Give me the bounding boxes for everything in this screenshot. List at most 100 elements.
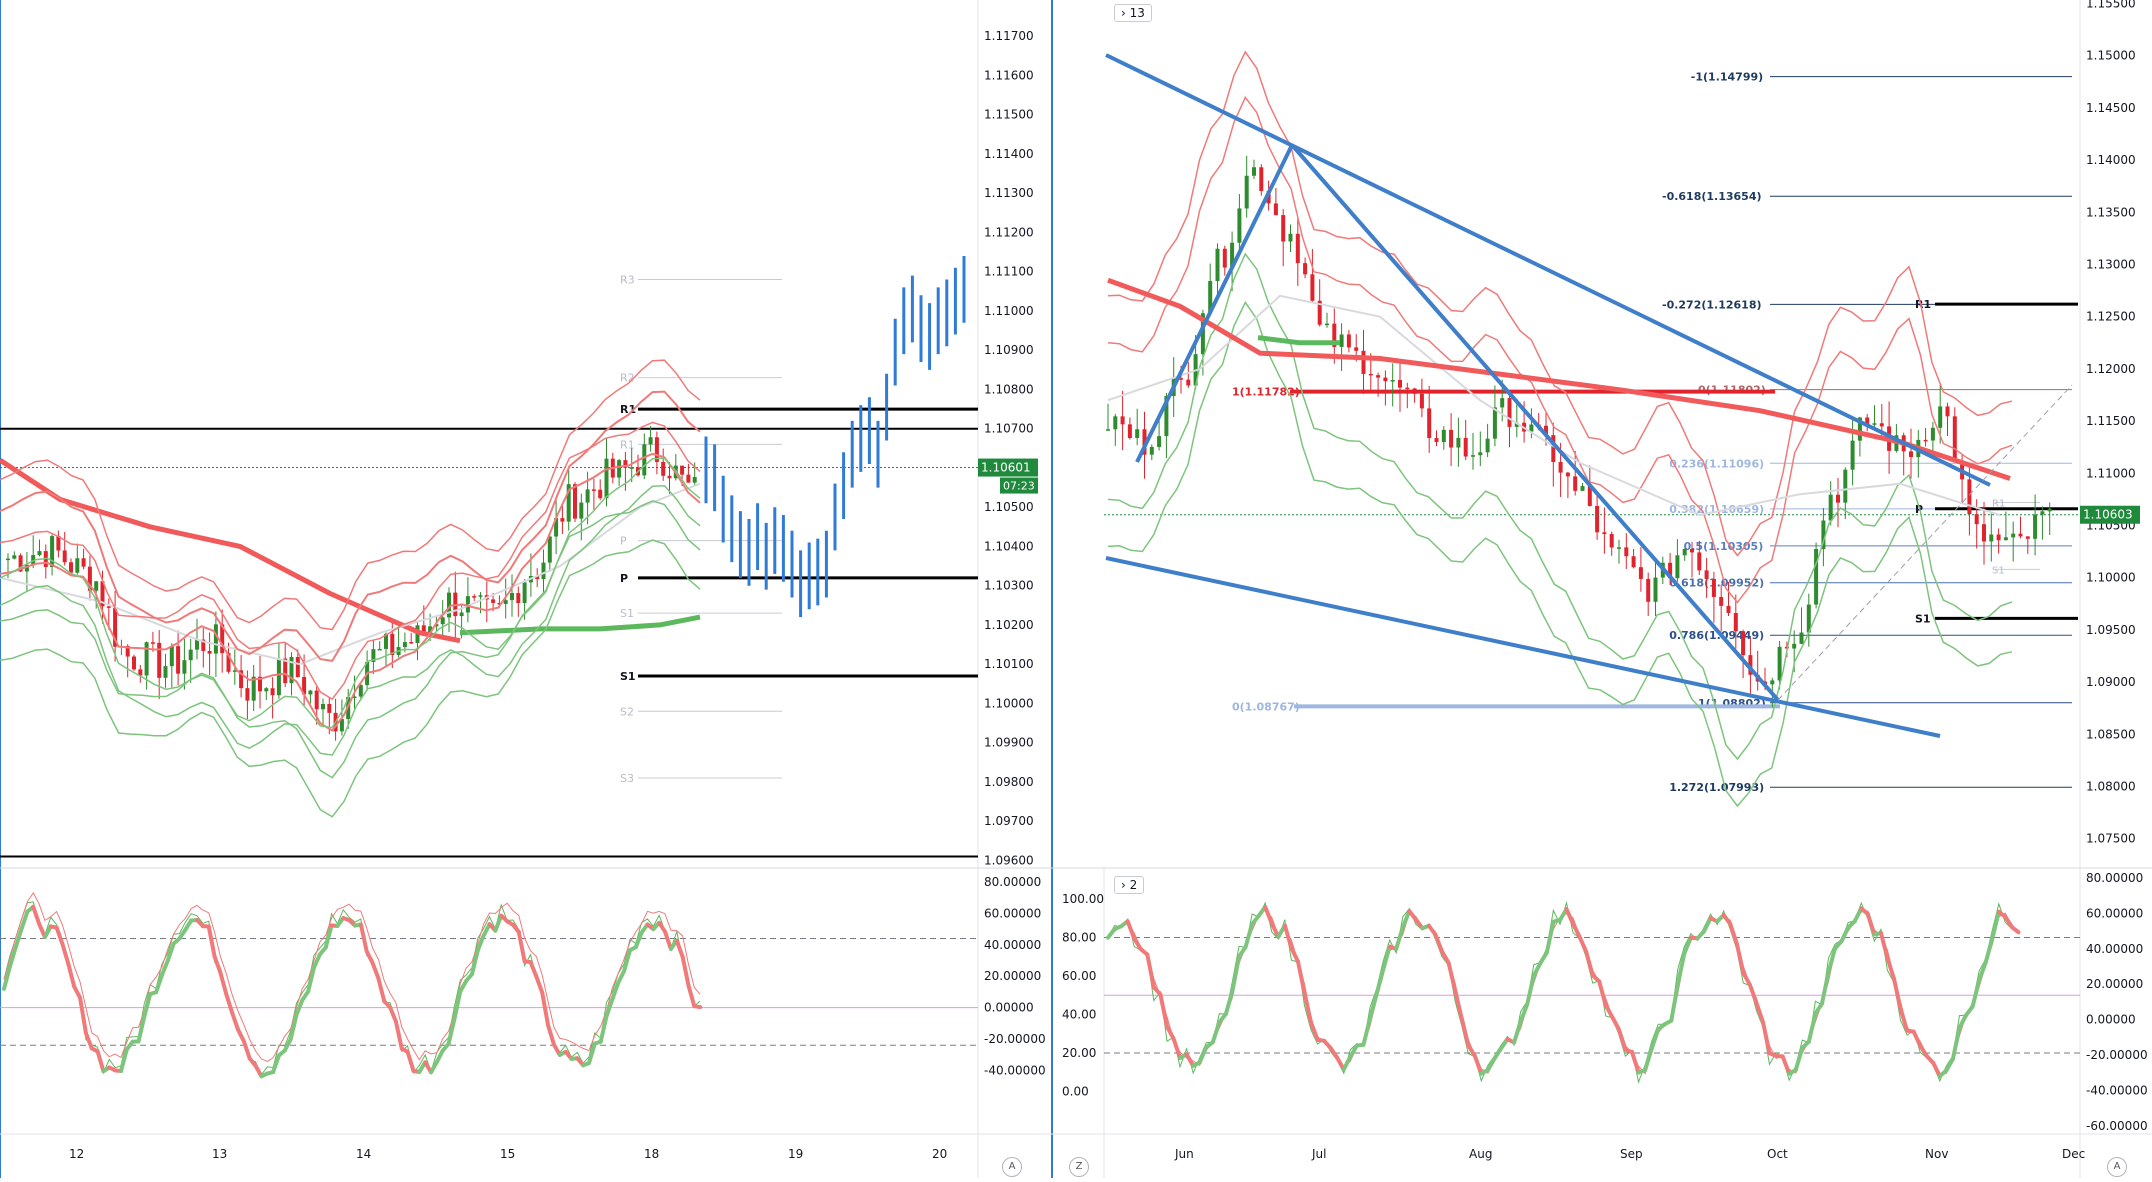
right-fib-label: -0.272(1.12618) <box>1662 298 1762 311</box>
left-candle-body <box>661 462 665 476</box>
osc-chart-collapse-button[interactable]: › 2 <box>1114 876 1144 894</box>
right-candle-body <box>1946 406 1950 416</box>
right-osc-k-line <box>1108 903 2018 1082</box>
left-candle-body <box>598 490 602 498</box>
left-osc-smooth-segment <box>454 991 460 1019</box>
left-pivot-label: R3 <box>620 274 635 287</box>
right-osc-smooth-segment <box>1783 1056 1790 1073</box>
left-price-tick: 1.11500 <box>984 108 1034 122</box>
right-candle-body <box>1340 334 1344 346</box>
left-candle-body <box>642 444 646 475</box>
right-candle-body <box>1953 416 1957 460</box>
right-fib-label: 0.618(1.09952) <box>1669 577 1764 590</box>
left-osc-smooth-segment <box>215 957 221 973</box>
right-candle-body <box>1800 633 1804 644</box>
left-osc-smooth-segment <box>22 912 28 929</box>
right-osc-smooth-segment <box>1174 1038 1181 1058</box>
right-date-tick: Dec <box>2062 1147 2085 1161</box>
right-price-tick: 1.11000 <box>2086 466 2136 480</box>
left-osc-smooth-segment <box>156 975 162 992</box>
right-osc-smooth-segment <box>1363 1019 1370 1045</box>
left-price-tick: 1.11400 <box>984 147 1034 161</box>
right-candle-body <box>1456 438 1460 448</box>
left-axis-auto-button[interactable]: A <box>1002 1157 1022 1177</box>
right-osc-smooth-segment <box>1986 939 1993 963</box>
right-osc-smooth-segment <box>1298 962 1305 993</box>
left-candle-body <box>170 646 174 666</box>
right-candle-body <box>1237 208 1241 242</box>
right-candle-body <box>2019 534 2023 537</box>
right-candle-body <box>1325 324 1329 326</box>
right-candle-body <box>1719 597 1723 606</box>
main-chart-collapse-button[interactable]: › 13 <box>1114 4 1152 22</box>
left-price-tick: 1.09900 <box>984 736 1034 750</box>
right-osc-smooth-segment <box>1160 994 1167 1026</box>
right-candle-body <box>1413 388 1417 393</box>
right-candle-body <box>1581 486 1585 491</box>
right-pivot-label: R1 <box>1915 298 1931 311</box>
right-candle-body <box>1617 547 1621 549</box>
right-price-tick: 1.07500 <box>2086 832 2136 846</box>
left-pivot-label: S1 <box>620 607 634 620</box>
right-osc-left-tick: 0.00 <box>1062 1085 1089 1099</box>
left-candle-body <box>359 685 363 696</box>
left-candle-body <box>321 704 325 709</box>
left-candle-body <box>460 613 464 617</box>
right-osc-smooth-segment <box>1599 981 1606 1005</box>
right-osc-smooth-segment <box>1973 980 1980 1006</box>
left-osc-tick: 20.00000 <box>984 969 1041 983</box>
right-date-tick: Oct <box>1767 1147 1788 1161</box>
right-osc-smooth-segment <box>2012 927 2019 932</box>
left-price-badge: 1.10601 <box>981 461 1031 475</box>
right-axis-auto-button[interactable]: A <box>2107 1157 2127 1177</box>
right-candle-body <box>1186 380 1190 386</box>
right-fib-label: 0.5(1.10305) <box>1684 540 1764 553</box>
right-osc-smooth-segment <box>1612 1017 1619 1029</box>
left-osc-smooth-segment <box>226 994 232 1012</box>
right-axis-zoom-button[interactable]: Z <box>1069 1157 1089 1177</box>
left-osc-tick: 0.00000 <box>984 1001 1034 1015</box>
left-candle-body <box>617 460 621 477</box>
left-candle-body <box>668 476 672 479</box>
right-osc-smooth-segment <box>1265 907 1272 923</box>
right-osc-smooth-segment <box>1285 925 1292 948</box>
right-osc-smooth-segment <box>1213 1022 1220 1042</box>
left-osc-smooth-segment <box>68 964 74 987</box>
right-candle-body <box>1938 406 1942 427</box>
left-candle-body <box>12 555 16 558</box>
left-osc-d-line <box>4 893 700 1062</box>
right-candle-body <box>1595 506 1599 532</box>
left-price-tick: 1.11600 <box>984 68 1034 82</box>
left-date-tick: 15 <box>500 1147 515 1161</box>
right-red-fib-label: 1(1.11782) <box>1232 386 1300 399</box>
right-osc-smooth-segment <box>1809 1014 1816 1042</box>
right-fib-label: 0.236(1.11096) <box>1669 457 1764 470</box>
right-price-tick: 1.09000 <box>2086 675 2136 689</box>
left-osc-smooth-segment <box>536 977 542 993</box>
left-candle-body <box>560 518 564 521</box>
left-band-green-inner-upper <box>0 458 700 727</box>
left-candle-body <box>403 642 407 647</box>
right-price-tick: 1.14000 <box>2086 153 2136 167</box>
right-candle-body <box>1770 680 1774 684</box>
left-price-tick: 1.10800 <box>984 382 1034 396</box>
left-price-tick: 1.10900 <box>984 343 1034 357</box>
right-candle-body <box>1675 555 1679 578</box>
right-price-tick: 1.12500 <box>2086 310 2136 324</box>
left-candle-body <box>630 467 634 469</box>
right-osc-smooth-segment <box>1226 991 1233 1014</box>
right-osc-right-tick: 40.00000 <box>2086 942 2143 956</box>
left-candle-body <box>283 659 287 684</box>
right-candle-body <box>1310 274 1314 300</box>
left-candle-body <box>82 558 86 566</box>
left-candle-body <box>516 593 520 603</box>
left-osc-smooth-segment <box>273 1055 279 1072</box>
right-candle-body <box>1223 249 1227 268</box>
right-candle-body <box>1610 534 1614 547</box>
left-date-tick: 12 <box>69 1147 84 1161</box>
right-blue-fib-label: 0(1.08767) <box>1232 700 1300 713</box>
right-osc-smooth-segment <box>1881 933 1888 958</box>
right-candle-body <box>1128 424 1132 438</box>
